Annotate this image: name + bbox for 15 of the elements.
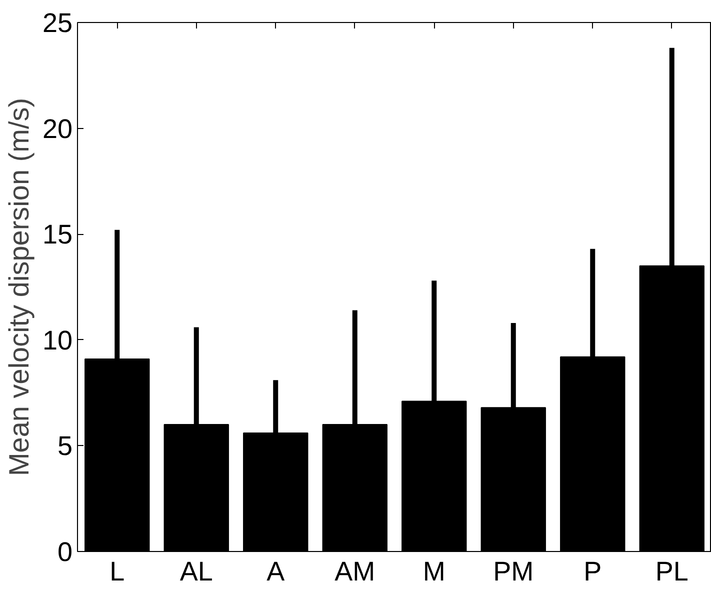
y-tick-label: 20 xyxy=(42,114,73,144)
x-tick-label: A xyxy=(266,556,285,586)
y-axis-title: Mean velocity dispersion (m/s) xyxy=(3,98,34,476)
x-tick-label: PM xyxy=(493,556,534,586)
y-tick-label: 5 xyxy=(57,431,73,462)
y-tick-label: 25 xyxy=(42,8,73,38)
x-tick-label: AL xyxy=(180,556,213,586)
x-tick-label: L xyxy=(110,556,125,586)
x-tick-label: PL xyxy=(655,556,688,586)
y-tick-label: 10 xyxy=(42,325,73,356)
x-tick-label: AM xyxy=(334,556,376,586)
x-tick-label: P xyxy=(584,556,602,586)
y-tick-label: 15 xyxy=(42,220,73,250)
x-tick-label: M xyxy=(422,556,446,586)
y-tick-label: 0 xyxy=(57,537,73,567)
